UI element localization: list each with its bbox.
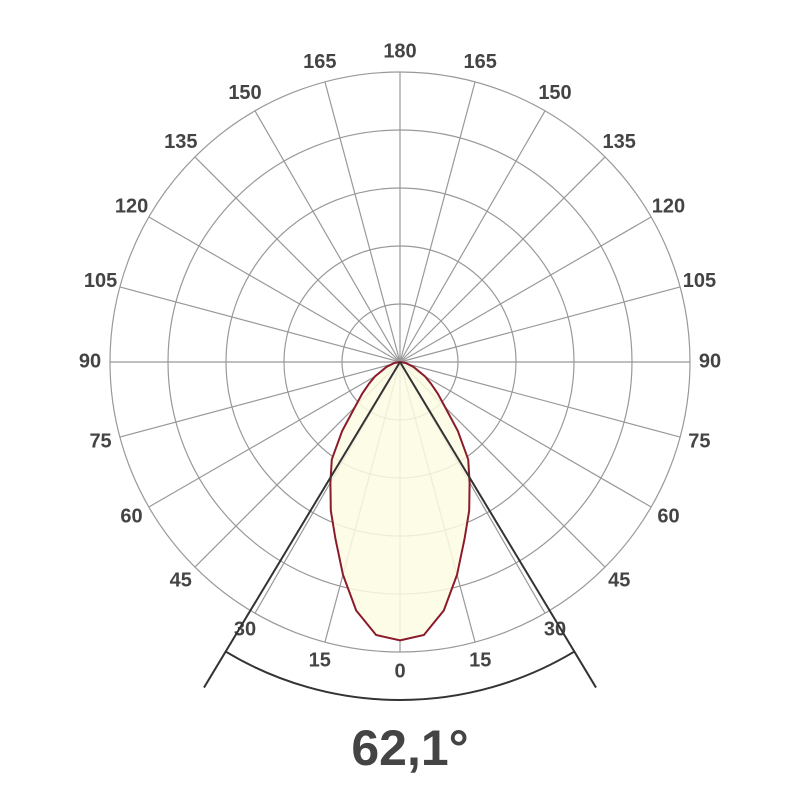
angle-label: 180 [383, 40, 416, 62]
spoke [399, 156, 606, 363]
beam-line [203, 361, 401, 689]
angle-label: 105 [683, 270, 716, 292]
angle-label: 150 [228, 82, 261, 104]
angle-label: 0 [394, 660, 405, 682]
angle-label: 75 [89, 431, 111, 453]
spoke [148, 361, 401, 508]
angle-label: 30 [234, 619, 256, 641]
angle-label: 120 [115, 195, 148, 217]
angle-label: 120 [652, 195, 685, 217]
angle-label: 90 [79, 350, 101, 372]
spoke [399, 286, 681, 363]
beam-angle-label: 62,1° [351, 720, 468, 776]
angle-label: 75 [688, 431, 710, 453]
angle-label: 45 [608, 569, 630, 591]
spoke [119, 286, 401, 363]
angle-label: 105 [84, 270, 117, 292]
angle-label: 135 [164, 131, 197, 153]
spoke [119, 361, 401, 438]
beam-line [399, 361, 597, 689]
angle-label: 165 [303, 51, 336, 73]
angle-label: 90 [699, 350, 721, 372]
intensity-curve [329, 360, 471, 642]
spoke [399, 361, 681, 438]
angle-label: 150 [538, 82, 571, 104]
spoke [399, 110, 546, 363]
angle-label: 135 [603, 131, 636, 153]
spoke [399, 216, 652, 363]
spoke [399, 81, 476, 363]
angle-label: 15 [469, 650, 491, 672]
spoke [194, 156, 401, 363]
angle-label: 165 [464, 51, 497, 73]
angle-label: 60 [657, 505, 679, 527]
angle-label: 60 [120, 505, 142, 527]
angle-label: 45 [170, 569, 192, 591]
spoke [324, 81, 401, 363]
angle-label: 30 [544, 619, 566, 641]
spoke [254, 110, 401, 363]
spoke [148, 216, 401, 363]
angle-label: 15 [309, 650, 331, 672]
beam-arc [225, 650, 575, 701]
spoke [399, 361, 652, 508]
